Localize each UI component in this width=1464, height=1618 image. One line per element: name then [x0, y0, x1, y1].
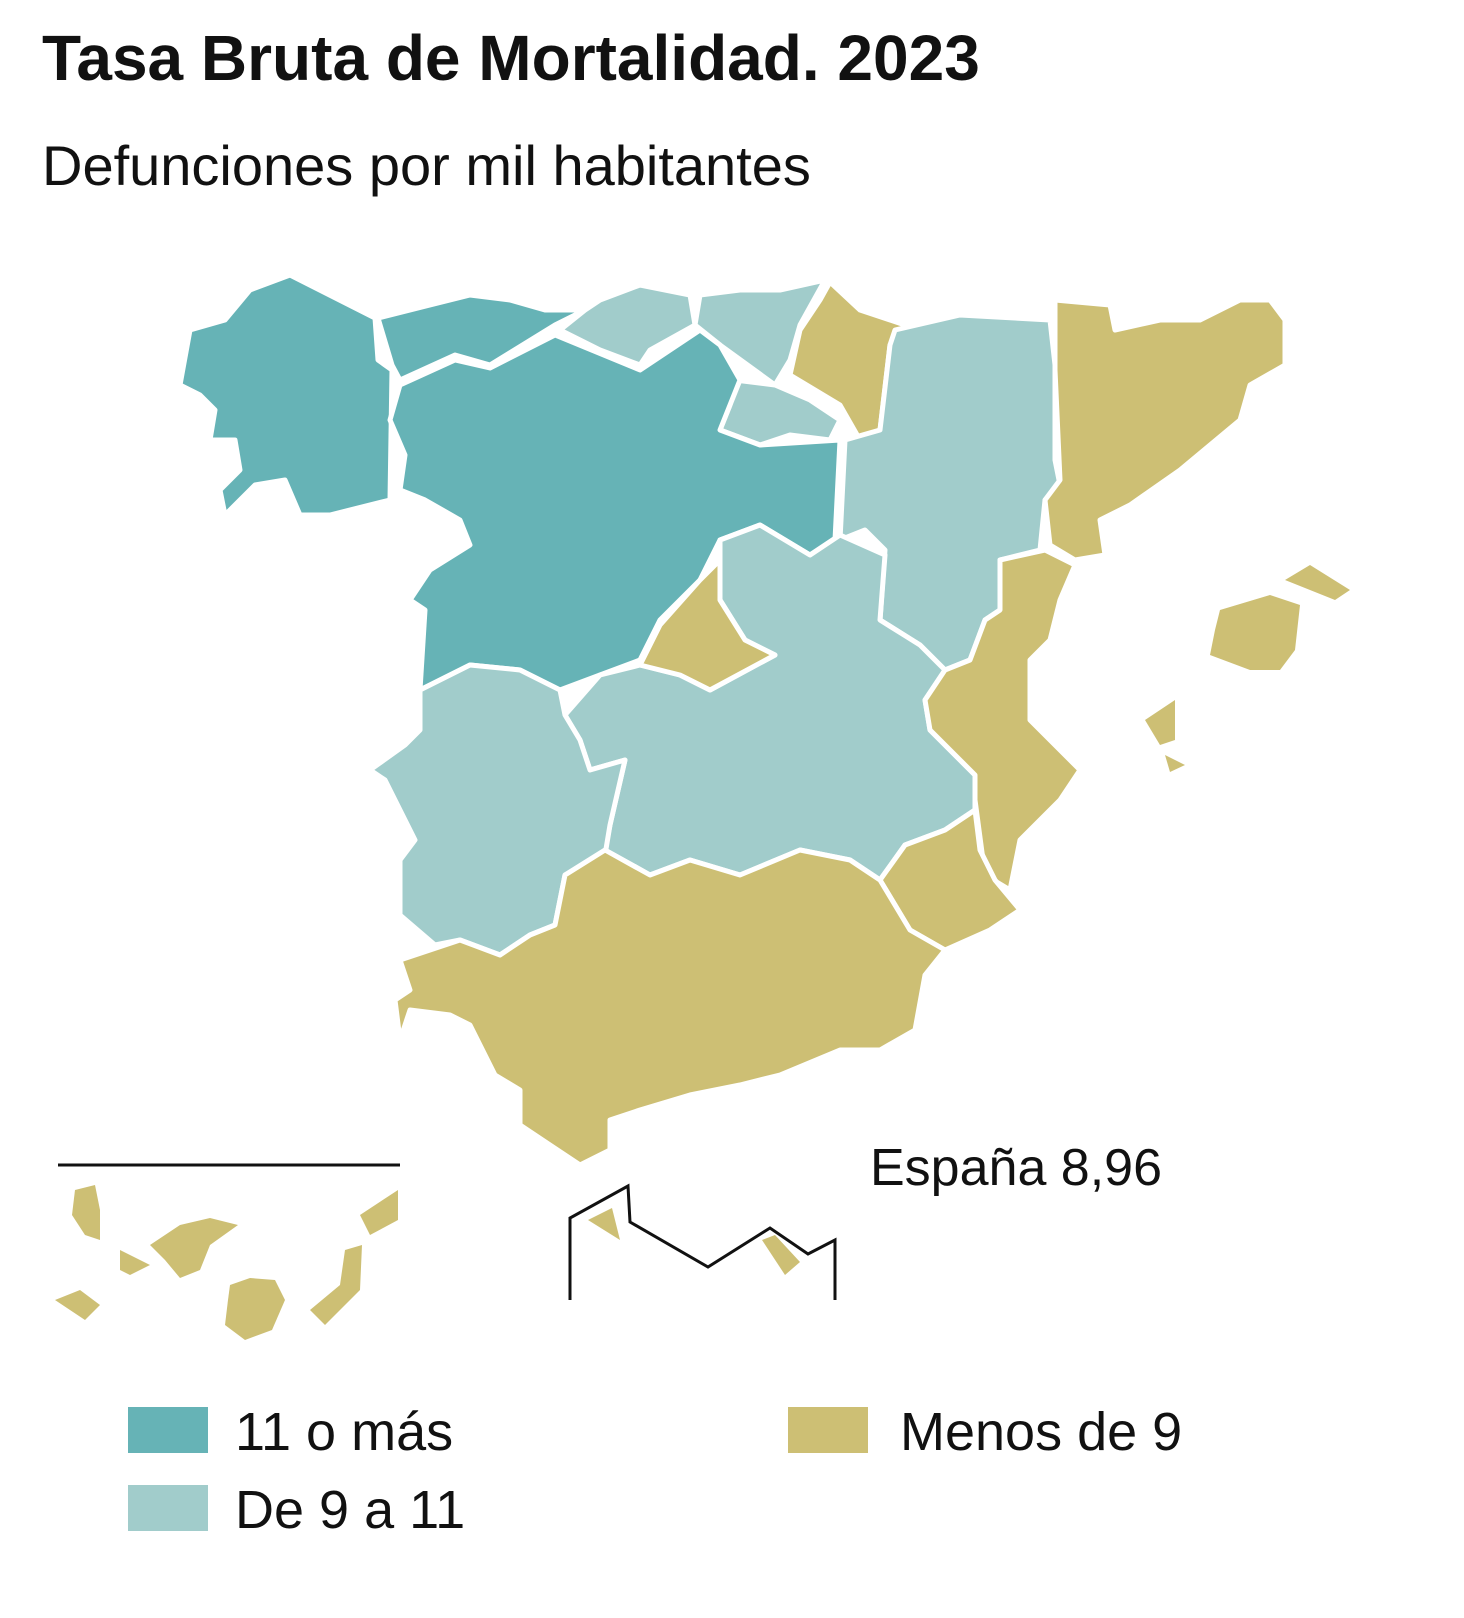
castilla-leon: [387, 327, 843, 693]
galicia: [177, 272, 395, 518]
legend-swatch: [128, 1407, 208, 1453]
legend: 11 o más De 9 a 11 Menos de 9: [128, 1402, 1182, 1540]
andalucia: [392, 847, 948, 1168]
subtitle: Defunciones por mil habitantes: [42, 134, 811, 197]
ceuta: [588, 1208, 620, 1240]
ibiza: [1145, 700, 1175, 745]
legend-label: 11 o más: [235, 1402, 453, 1462]
gran-canaria: [225, 1278, 285, 1340]
mallorca: [1210, 595, 1300, 670]
cataluna: [1042, 297, 1288, 563]
legend-label: Menos de 9: [900, 1402, 1182, 1462]
el-hierro: [55, 1290, 100, 1320]
formentera: [1165, 755, 1185, 772]
madrid: [637, 557, 778, 693]
legend-label: De 9 a 11: [235, 1480, 465, 1540]
title: Tasa Bruta de Mortalidad. 2023: [42, 22, 980, 94]
menorca: [1285, 565, 1350, 600]
la-gomera: [120, 1250, 150, 1275]
tenerife: [150, 1218, 238, 1278]
ceuta-melilla-inset: [568, 1183, 837, 1300]
fuerteventura: [310, 1245, 362, 1325]
map: [55, 272, 1350, 1340]
legend-swatch: [788, 1407, 868, 1453]
lanzarote: [360, 1190, 398, 1235]
melilla: [762, 1235, 800, 1275]
asturias: [375, 292, 588, 383]
valencia: [922, 547, 1083, 893]
la-palma: [72, 1185, 100, 1240]
legend-swatch: [128, 1485, 208, 1531]
cantabria: [557, 282, 698, 368]
national-rate: España 8,96: [870, 1139, 1162, 1197]
